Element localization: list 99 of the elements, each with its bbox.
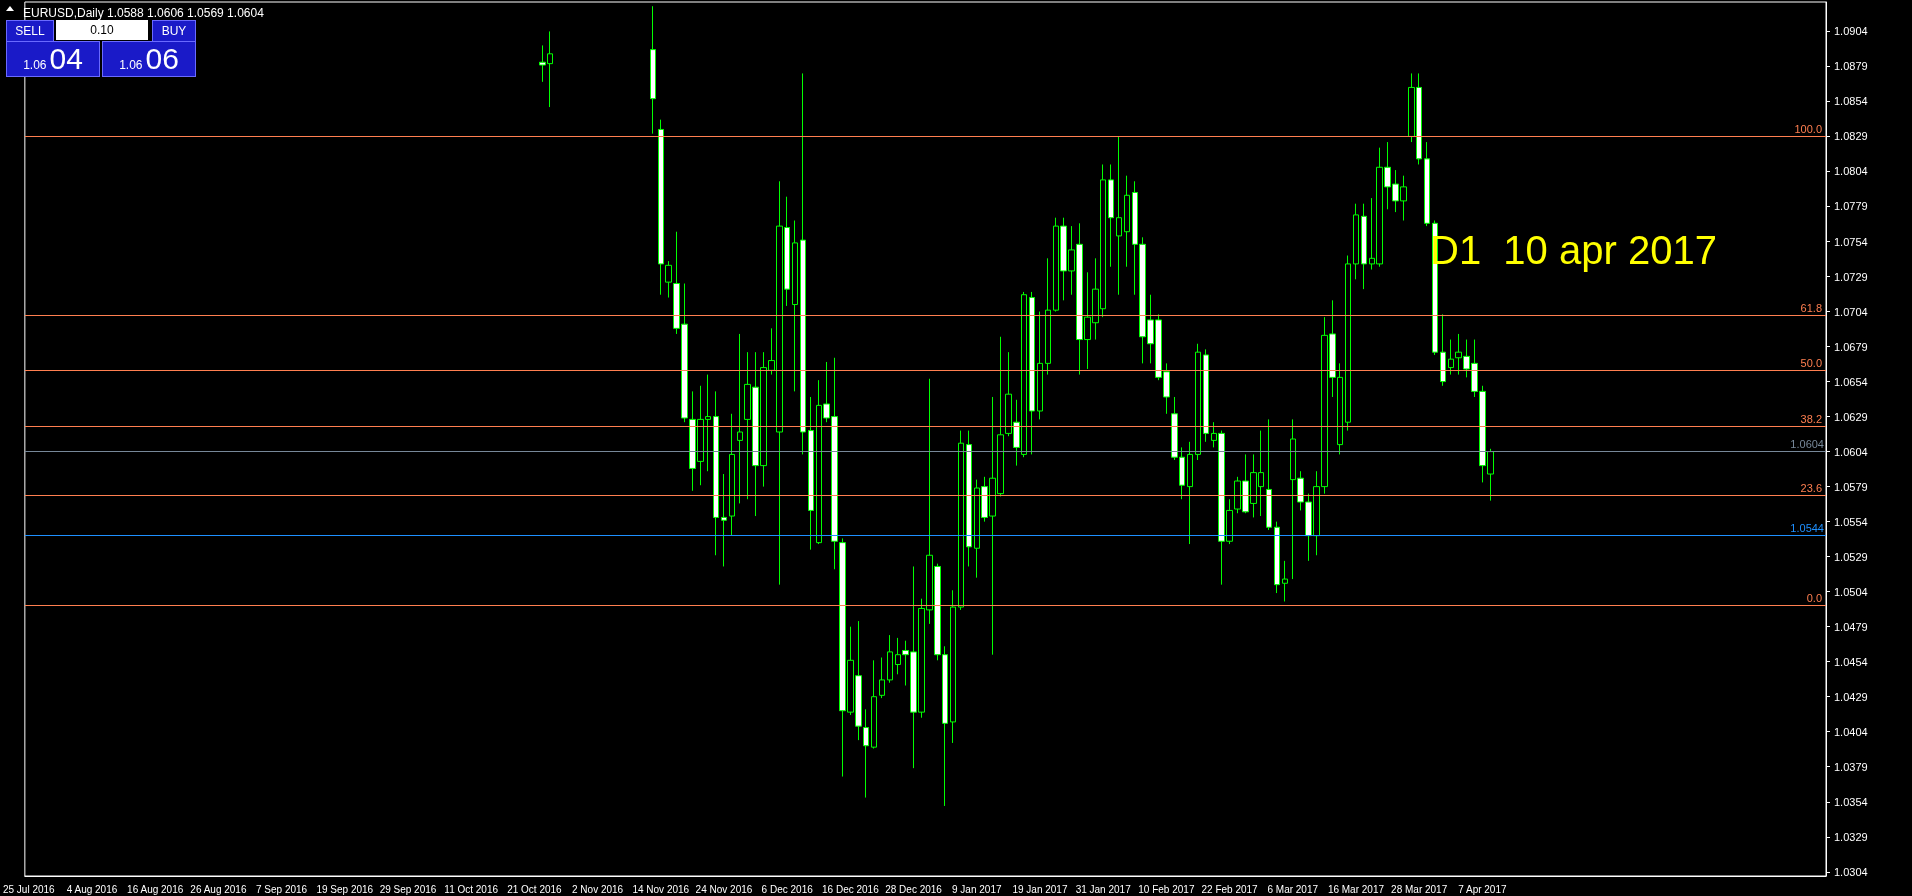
y-tick-label: 1.0604	[1834, 445, 1868, 458]
x-tick-label: 24 Nov 2016	[695, 883, 753, 895]
ref-line-label: 1.0604	[1790, 438, 1824, 451]
x-tick-label: 26 Aug 2016	[190, 883, 247, 895]
y-tick-label: 1.0629	[1834, 410, 1868, 423]
x-tick-label: 10 Feb 2017	[1138, 883, 1195, 895]
y-tick-label: 1.0879	[1834, 60, 1868, 73]
candlestick	[1203, 348, 1209, 443]
candlestick	[1274, 521, 1280, 594]
candlestick	[1195, 343, 1201, 461]
candlestick	[650, 5, 656, 135]
candlestick	[1029, 291, 1035, 455]
candlestick	[737, 333, 743, 504]
x-tick-label: 7 Sep 2016	[256, 883, 308, 895]
x-tick-label: 16 Mar 2017	[1327, 883, 1385, 895]
y-tick-label: 1.0454	[1834, 655, 1868, 668]
annotation: 1.06	[119, 58, 143, 72]
x-tick-label: 6 Mar 2017	[1267, 883, 1319, 895]
y-tick-label: 1.0804	[1834, 165, 1868, 178]
candlestick	[1448, 339, 1454, 376]
annotation: 23.6	[1800, 481, 1823, 494]
annotation: 50.0	[1800, 356, 1823, 369]
y-tick-label: 1.0479	[1834, 620, 1868, 633]
candlestick	[966, 430, 972, 567]
candlestick	[792, 220, 798, 392]
annotation: 0.0	[1806, 592, 1823, 605]
annotation: 0.10	[56, 20, 148, 40]
annotation: 06	[145, 42, 179, 75]
candlestick	[729, 413, 735, 537]
candlestick	[721, 473, 727, 567]
y-tick-label: 1.0679	[1834, 340, 1868, 353]
x-tick-label: 21 Oct 2016	[507, 883, 563, 895]
candlestick	[1424, 141, 1430, 227]
y-tick-label: 1.0429	[1834, 690, 1868, 703]
candlestick	[1345, 255, 1351, 432]
y-tick-label: 1.0404	[1834, 725, 1868, 738]
annotation: BUY	[152, 20, 196, 42]
x-tick-label: 28 Dec 2016	[885, 883, 943, 895]
y-tick-label: 1.0504	[1834, 585, 1868, 598]
annotation: 100.0	[1794, 122, 1822, 135]
x-tick-label: 19 Sep 2016	[316, 883, 374, 895]
y-tick-label: 1.0829	[1834, 130, 1868, 143]
ref-line-label: 1.0544	[1790, 522, 1824, 535]
candlestick	[1440, 313, 1446, 387]
candlestick	[713, 390, 719, 556]
candlestick	[1187, 441, 1193, 545]
x-tick-label: 2 Nov 2016	[572, 883, 624, 895]
x-tick-label: 22 Feb 2017	[1201, 883, 1259, 895]
y-tick-label: 1.0354	[1834, 795, 1868, 808]
candlestick	[1361, 203, 1367, 290]
annotation: 04	[49, 42, 83, 75]
y-tick-label: 1.0729	[1834, 270, 1868, 283]
y-tick-label: 1.0554	[1834, 515, 1868, 528]
candlestick	[1266, 418, 1272, 531]
annotation: 38.2	[1800, 412, 1823, 425]
annotation: 61.8	[1800, 302, 1823, 315]
candlestick	[1108, 163, 1114, 268]
y-tick-label: 1.0654	[1834, 375, 1868, 388]
candlestick	[1116, 135, 1122, 296]
candlestick	[958, 430, 964, 611]
x-tick-label: 11 Oct 2016	[444, 883, 499, 895]
candlestick	[863, 708, 869, 799]
candlestick	[658, 119, 664, 296]
x-tick-label: 25 Jul 2016	[2, 883, 56, 895]
candlestick	[800, 72, 806, 455]
x-tick-label: 19 Jan 2017	[1012, 883, 1068, 895]
x-tick-label: 6 Dec 2016	[761, 883, 814, 895]
y-tick-label: 1.0779	[1834, 200, 1868, 213]
candlestick	[1124, 175, 1130, 268]
x-tick-label: 16 Dec 2016	[822, 883, 880, 895]
y-tick-label: 1.0754	[1834, 235, 1868, 248]
x-tick-label: 28 Mar 2017	[1391, 883, 1448, 895]
candlestick	[1282, 560, 1288, 602]
x-tick-label: 31 Jan 2017	[1075, 883, 1132, 895]
x-tick-label: 29 Sep 2016	[379, 883, 437, 895]
x-tick-label: 7 Apr 2017	[1458, 883, 1507, 895]
candlestick	[1045, 257, 1051, 376]
y-tick-label: 1.0304	[1834, 865, 1868, 878]
y-tick-label: 1.0579	[1834, 480, 1868, 493]
y-tick-label: 1.0904	[1834, 25, 1868, 38]
annotation: SELL	[6, 20, 54, 42]
y-tick-label: 1.0529	[1834, 550, 1868, 563]
x-tick-label: 16 Aug 2016	[127, 883, 184, 895]
x-tick-label: 9 Jan 2017	[952, 883, 1002, 895]
y-tick-label: 1.0704	[1834, 305, 1868, 318]
y-tick-label: 1.0379	[1834, 760, 1868, 773]
candlestick	[665, 260, 672, 299]
y-tick-label: 1.0854	[1834, 95, 1868, 108]
candlestick	[871, 659, 877, 750]
candlestick	[808, 396, 814, 551]
annotation: 1.06	[23, 58, 47, 72]
candlestick	[1353, 203, 1359, 280]
x-tick-label: 14 Nov 2016	[632, 883, 690, 895]
candlestick	[950, 589, 956, 744]
y-tick-label: 1.0329	[1834, 830, 1868, 843]
candlestick	[887, 634, 893, 684]
x-tick-label: 4 Aug 2016	[66, 883, 118, 895]
candlestick	[879, 657, 885, 699]
candlestick	[1037, 311, 1043, 420]
